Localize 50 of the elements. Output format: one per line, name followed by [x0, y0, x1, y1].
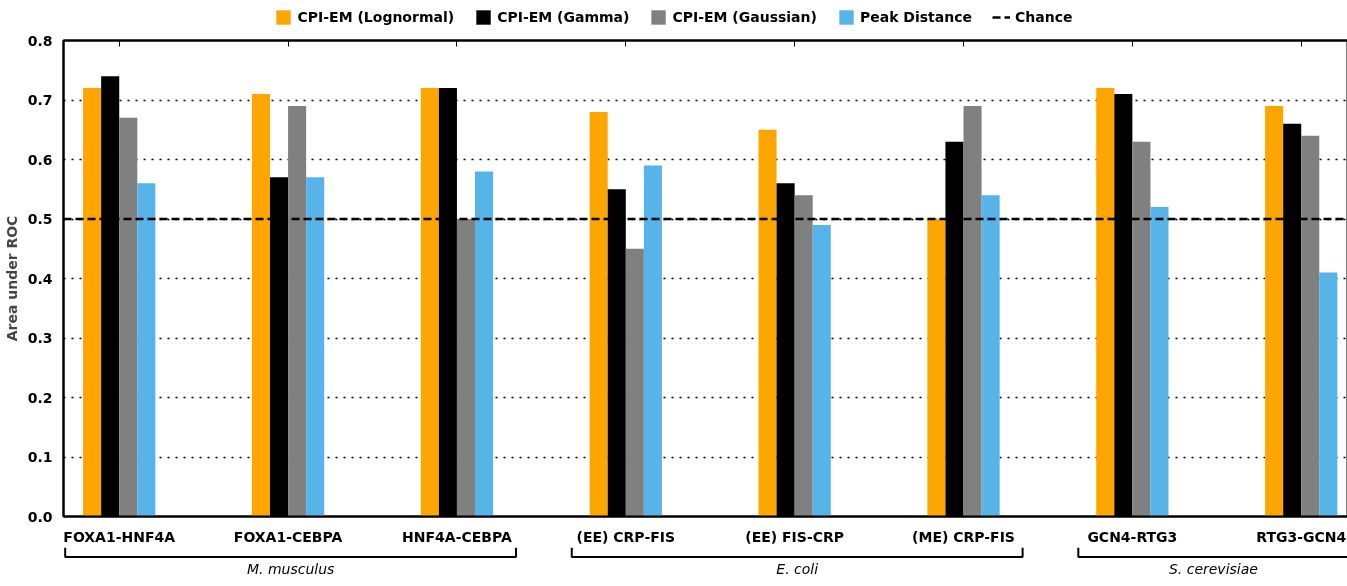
y-axis-title: Area under ROC [3, 215, 20, 342]
bar [1150, 207, 1169, 517]
bar [625, 248, 644, 517]
x-tick-label: (EE) FIS-CRP [745, 528, 845, 545]
legend-label: CPI-EM (Gaussian) [672, 9, 817, 25]
text: S. cerevisiae [1168, 561, 1258, 578]
bar [456, 219, 475, 517]
legend-label: Peak Distance [859, 9, 972, 25]
x-tick-label: GCN4-RTG3 [1087, 528, 1178, 545]
bar [643, 165, 662, 517]
bar [251, 94, 271, 517]
legend-label: CPI-EM (Gamma) [497, 9, 630, 25]
y-tick-label: 0.7 [27, 92, 53, 108]
bar [420, 88, 439, 517]
bar [1265, 105, 1284, 517]
bar [981, 195, 1000, 517]
bar [927, 219, 946, 517]
bar [475, 171, 494, 517]
bar [288, 105, 307, 517]
bar [589, 111, 608, 517]
bar [812, 224, 831, 517]
text: E. coli [776, 561, 819, 578]
legend-label: CPI-EM (Lognormal) [297, 9, 455, 25]
x-tick-label: RTG3-GCN4 [1256, 528, 1347, 545]
x-tick-label: (EE) CRP-FIS [576, 528, 676, 545]
x-tick-label: FOXA1-HNF4A [63, 528, 176, 545]
x-tick-label: (ME) CRP-FIS [912, 528, 1015, 545]
legend-label: Chance [1014, 9, 1073, 25]
x-tick-label: FOXA1-CEBPA [233, 528, 343, 545]
y-tick-label: 0.0 [27, 508, 53, 525]
bar [137, 183, 156, 517]
y-tick-label: 0.5 [27, 211, 53, 227]
y-tick-label: 0.2 [27, 389, 53, 406]
y-tick-label: 0.3 [27, 330, 53, 346]
bar [1132, 141, 1151, 517]
bar [1319, 272, 1338, 517]
text: M. musculus [246, 561, 335, 578]
y-tick-label: 0.4 [27, 270, 53, 287]
bar [306, 177, 325, 517]
bar [963, 105, 982, 517]
bar [1301, 135, 1320, 517]
bar [794, 195, 813, 517]
bar [758, 129, 777, 517]
y-tick-label: 0.6 [27, 151, 53, 168]
y-tick-label: 0.8 [27, 32, 53, 49]
x-tick-label: HNF4A-CEBPA [402, 528, 512, 545]
bar [119, 117, 138, 517]
y-tick-label: 0.1 [27, 449, 53, 465]
bar [1096, 88, 1115, 517]
bar [83, 88, 102, 517]
